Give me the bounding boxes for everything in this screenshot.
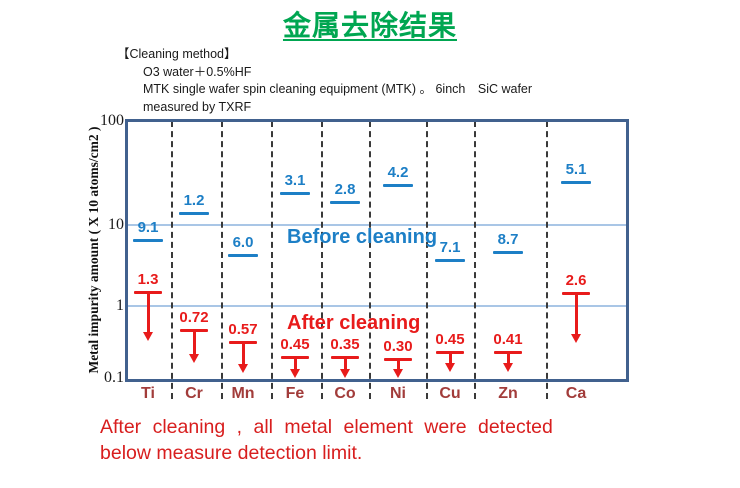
x-label-ca: Ca	[565, 385, 587, 402]
before-marker-tick	[280, 192, 310, 195]
gridline-y10	[128, 224, 627, 226]
down-arrow-stem	[294, 359, 297, 369]
after-value-label: 0.45	[280, 336, 310, 353]
x-label-ti: Ti	[141, 385, 155, 402]
category-separator	[271, 121, 273, 399]
footer-line-1: After cleaning , all metal element were …	[100, 416, 553, 438]
down-arrow-head-icon	[289, 369, 300, 378]
before-marker-tick	[561, 181, 591, 184]
y-tick-label: 0.1	[104, 369, 124, 386]
down-arrow-head-icon	[392, 369, 403, 378]
after-marker-tick	[562, 292, 590, 295]
down-arrow-stem	[242, 344, 245, 364]
x-label-zn: Zn	[498, 385, 518, 402]
x-label-mn: Mn	[231, 385, 255, 402]
category-separator	[171, 121, 173, 399]
x-label-ni: Ni	[390, 385, 406, 402]
before-value-label: 4.2	[387, 164, 409, 181]
after-value-label: 0.41	[493, 331, 523, 348]
before-marker-tick	[383, 184, 413, 187]
after-marker-tick	[281, 356, 309, 359]
down-arrow-stem	[507, 354, 510, 363]
down-arrow-head-icon	[570, 334, 581, 343]
after-value-label: 0.30	[383, 338, 413, 355]
page-title: 金属去除结果	[282, 10, 457, 41]
after-value-label: 0.72	[179, 309, 209, 326]
down-arrow-stem	[344, 359, 347, 369]
after-marker-tick	[180, 329, 208, 332]
down-arrow-stem	[575, 295, 578, 334]
after-marker-tick	[436, 351, 464, 354]
after-value-label: 0.57	[228, 321, 258, 338]
down-arrow-stem	[193, 332, 196, 354]
category-separator	[426, 121, 428, 399]
before-marker-tick	[179, 212, 209, 215]
after-value-label: 0.45	[435, 331, 465, 348]
after-marker-tick	[331, 356, 359, 359]
after-value-label: 1.3	[137, 271, 159, 288]
after-value-label: 0.35	[330, 336, 360, 353]
before-marker-tick	[435, 259, 465, 262]
down-arrow-head-icon	[502, 363, 513, 372]
after-marker-tick	[494, 351, 522, 354]
down-arrow-head-icon	[444, 363, 455, 372]
before-value-label: 5.1	[565, 161, 587, 178]
method-line-2: MTK single wafer spin cleaning equipment…	[143, 82, 533, 96]
y-tick-label: 100	[100, 112, 124, 129]
down-arrow-head-icon	[339, 369, 350, 378]
category-separator	[221, 121, 223, 399]
before-value-label: 1.2	[183, 192, 205, 209]
before-value-label: 9.1	[137, 219, 159, 236]
category-separator	[546, 121, 548, 399]
before-marker-tick	[133, 239, 163, 242]
down-arrow-stem	[397, 361, 400, 369]
down-arrow-stem	[147, 294, 150, 332]
down-arrow-stem	[449, 354, 452, 363]
x-label-co: Co	[334, 385, 356, 402]
after-marker-tick	[134, 291, 162, 294]
category-separator	[321, 121, 323, 399]
x-label-fe: Fe	[285, 385, 305, 402]
after-marker-tick	[229, 341, 257, 344]
before-marker-tick	[228, 254, 258, 257]
down-arrow-head-icon	[237, 364, 248, 373]
y-tick-label: 1	[116, 297, 124, 314]
gridline-y1	[128, 305, 627, 307]
down-arrow-head-icon	[188, 354, 199, 363]
before-value-label: 2.8	[334, 181, 356, 198]
after-cleaning-legend: After cleaning	[287, 312, 421, 334]
before-value-label: 3.1	[284, 172, 306, 189]
category-separator	[369, 121, 371, 399]
before-value-label: 6.0	[232, 234, 254, 251]
y-tick-label: 10	[108, 216, 124, 233]
before-cleaning-legend: Before cleaning	[287, 226, 438, 248]
x-label-cu: Cu	[439, 385, 461, 402]
before-marker-tick	[493, 251, 523, 254]
method-header: 【Cleaning method】	[117, 47, 237, 61]
before-marker-tick	[330, 201, 360, 204]
method-line-3: measured by TXRF	[143, 99, 252, 114]
category-separator	[474, 121, 476, 399]
footer-line-2: below measure detection limit.	[100, 442, 363, 464]
after-marker-tick	[384, 358, 412, 361]
before-value-label: 8.7	[497, 231, 519, 248]
before-value-label: 7.1	[439, 239, 461, 256]
x-label-cr: Cr	[185, 385, 203, 402]
cleaning-method-block: 【Cleaning method】 O3 water＋0.5%HF MTK si…	[117, 46, 532, 116]
after-value-label: 2.6	[565, 272, 587, 289]
down-arrow-head-icon	[142, 332, 153, 341]
method-line-1: O3 water＋0.5%HF	[143, 64, 252, 79]
footer-note: After cleaning , all metal element were …	[100, 414, 553, 466]
